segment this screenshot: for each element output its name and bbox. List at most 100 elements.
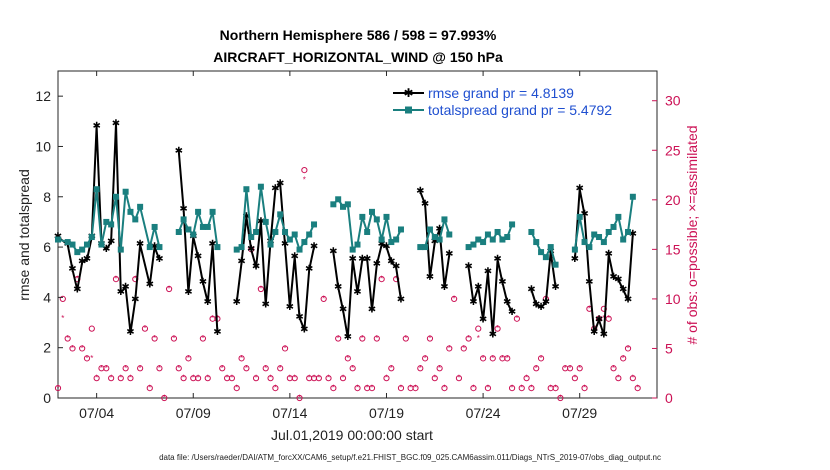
obs-possible-marker (64, 335, 71, 342)
obs-possible-marker (397, 384, 405, 392)
rmse-point: ✱ (498, 277, 506, 288)
rmse-point: ✱ (78, 257, 86, 268)
x-tick-label: 07/09 (176, 405, 211, 421)
rmse-point: ✱ (580, 209, 588, 220)
rmse-point: ✱ (373, 259, 381, 270)
rmse-line (332, 243, 402, 339)
y-tick-label: 2 (43, 340, 51, 356)
obs-possible-marker (465, 335, 472, 342)
obs-possible-marker (335, 335, 342, 342)
rmse-point: ✱ (102, 244, 110, 255)
totalspread-point (620, 236, 627, 243)
rmse-point: ✱ (179, 204, 187, 215)
obs-possible-marker (537, 355, 545, 362)
obs-assimilated-marker: * (351, 364, 354, 373)
rmse-point: ✱ (537, 302, 545, 313)
totalspread-point (417, 244, 424, 251)
rmse-point: ✱ (92, 121, 100, 132)
obs-assimilated-marker: * (332, 384, 335, 393)
totalspread-point (112, 193, 119, 200)
obs-assimilated-marker: * (197, 374, 200, 383)
obs-possible-marker (151, 335, 158, 342)
obs-assimilated-marker: * (491, 354, 494, 363)
obs-assimilated-marker: * (356, 384, 359, 393)
rmse-point: ✱ (397, 294, 405, 305)
obs-assimilated-marker: * (399, 384, 402, 393)
rmse-point: ✱ (532, 299, 540, 310)
rmse-point: ✱ (204, 297, 212, 308)
obs-possible-marker (446, 345, 453, 352)
obs-assimilated-marker: * (211, 314, 214, 323)
totalspread-point (301, 239, 308, 246)
obs-assimilated-marker: * (129, 374, 132, 383)
rmse-point: ✱ (363, 254, 371, 265)
obs-assimilated-marker: * (206, 374, 209, 383)
rmse-point: ✱ (353, 287, 361, 298)
ticks-layer: 07/04 07/09 07/14 07/19 07/24 07/29 0 2 4 6 8 10 12 0… (35, 71, 681, 421)
obs-assimilated-marker: * (245, 364, 248, 373)
rmse-point: ✱ (484, 267, 492, 278)
obs-assimilated-marker: * (283, 344, 286, 353)
totalspread-point (306, 231, 313, 238)
obs-possible-marker (315, 375, 322, 382)
totalspread-point (494, 228, 501, 235)
obs-possible-marker (566, 365, 574, 372)
obs-possible-marker (460, 345, 467, 352)
obs-assimilated-marker: * (168, 285, 171, 294)
axes-box (57, 70, 658, 399)
obs-assimilated-marker: * (472, 384, 475, 393)
y-right-tick-label: 10 (665, 291, 681, 307)
totalspread-point (286, 236, 293, 243)
rmse-point: ✱ (146, 279, 154, 290)
obs-assimilated-marker: * (424, 354, 427, 363)
rmse-point: ✱ (175, 146, 183, 157)
rmse-point: ✱ (339, 304, 347, 315)
totalspread-point (74, 249, 81, 256)
rmse-point: ✱ (614, 274, 622, 285)
obs-assimilated-marker: * (187, 354, 190, 363)
obs-assimilated-marker: * (119, 374, 122, 383)
totalspread-point (542, 254, 549, 261)
totalspread-point (103, 218, 110, 225)
obs-assimilated-marker: * (327, 374, 330, 383)
obs-possible-marker (605, 315, 612, 322)
y-right-tick-label: 5 (665, 340, 673, 356)
totalspread-point (364, 228, 371, 235)
totalspread-point (465, 244, 472, 251)
totalspread-point (552, 261, 559, 268)
rmse-point: ✱ (117, 287, 125, 298)
obs-assimilated-marker: * (85, 354, 88, 363)
obs-possible-marker (504, 355, 511, 362)
rmse-point: ✱ (445, 249, 453, 260)
rmse-point: ✱ (136, 239, 144, 250)
obs-assimilated-marker: * (66, 334, 69, 343)
totalspread-point (393, 236, 400, 243)
totalspread-point (296, 246, 303, 253)
obs-possible-marker (272, 384, 279, 392)
totalspread-point (538, 249, 545, 256)
obs-possible-marker (277, 365, 284, 372)
obs-assimilated-marker: * (515, 314, 518, 323)
totalspread-point (528, 228, 535, 235)
obs-possible-marker (267, 375, 274, 382)
obs-assimilated-marker: * (317, 374, 320, 383)
obs-possible-marker (508, 384, 516, 392)
totalspread-point (615, 213, 622, 220)
obs-assimilated-marker: * (540, 354, 543, 363)
obs-assimilated-marker: * (361, 334, 364, 343)
obs-assimilated-marker: * (90, 354, 93, 363)
totalspread-point (127, 208, 134, 215)
totalspread-point (282, 228, 289, 235)
obs-possible-marker (146, 384, 153, 392)
obs-assimilated-marker: * (303, 176, 306, 185)
y-right-tick-label: 20 (665, 192, 681, 208)
obs-assimilated-marker: * (573, 374, 576, 383)
chart-subtitle: AIRCRAFT_HORIZONTAL_WIND @ 150 hPa (213, 49, 503, 65)
rmse-point: ✱ (155, 254, 163, 265)
rmse-point: ✱ (68, 264, 76, 275)
obs-assimilated-marker: * (114, 275, 117, 284)
obs-possible-marker (484, 384, 492, 392)
obs-possible-marker (610, 365, 617, 372)
totalspread-point (388, 239, 395, 246)
obs-assimilated-marker: * (597, 314, 600, 323)
